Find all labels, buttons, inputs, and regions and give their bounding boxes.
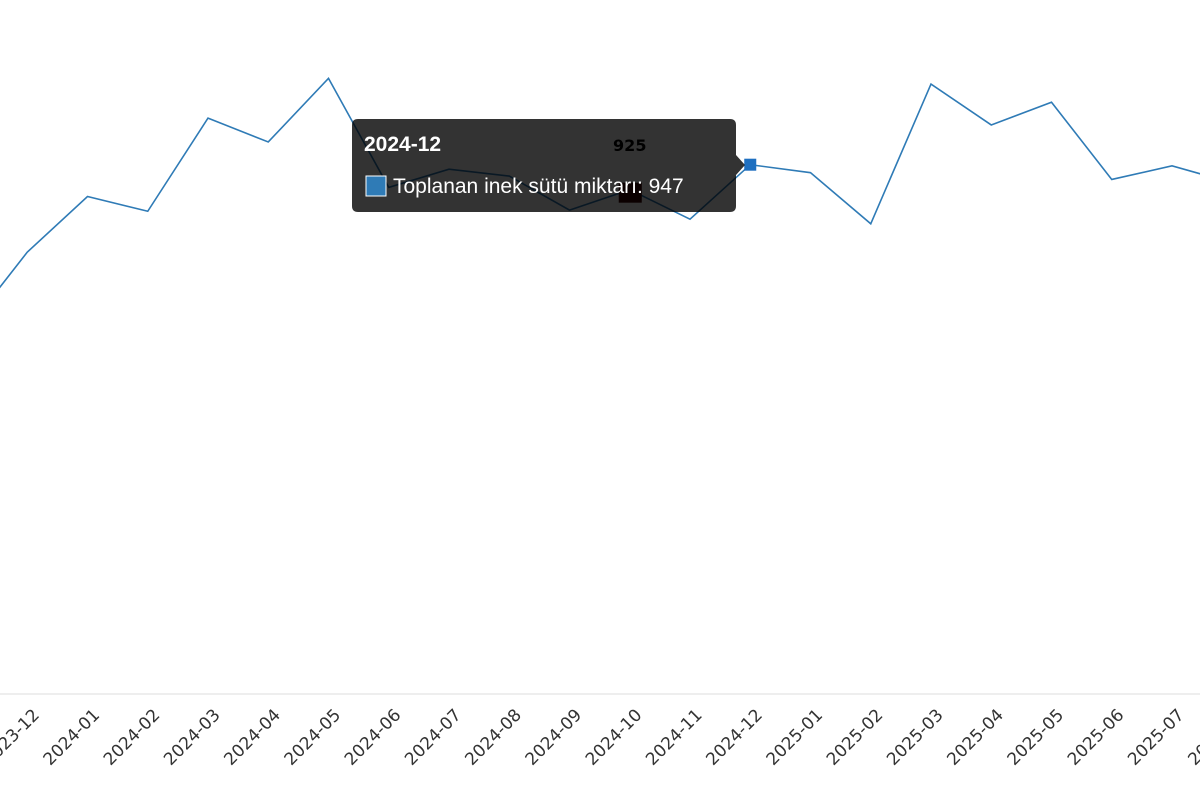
- x-tick-label: 2025-06: [1064, 705, 1128, 769]
- hover-point: [744, 158, 757, 171]
- x-tick-label: 2023-12: [0, 705, 44, 769]
- tooltip-title: 2024-12: [364, 133, 441, 156]
- x-tick-label: 2025-08: [1184, 705, 1200, 769]
- x-tick-label: 2025-05: [1004, 705, 1068, 769]
- x-tick-label: 2024-12: [702, 705, 766, 769]
- x-tick-label: 2024-05: [281, 705, 345, 769]
- x-tick-label: 2024-09: [522, 705, 586, 769]
- x-tick-label: 2024-07: [401, 705, 465, 769]
- x-tick-label: 2025-04: [943, 705, 1007, 769]
- x-tick-label: 2025-02: [823, 705, 887, 769]
- x-tick-label: 2025-03: [883, 705, 947, 769]
- x-tick-label: 2024-01: [40, 705, 104, 769]
- tooltip-box: [352, 119, 745, 212]
- x-tick-label: 2024-11: [642, 705, 706, 769]
- x-tick-label: 2025-01: [763, 705, 827, 769]
- x-tick-label: 2024-10: [582, 705, 646, 769]
- x-tick-label: 2024-03: [160, 705, 224, 769]
- x-tick-label: 2024-08: [461, 705, 525, 769]
- tooltip: 2024-12 Toplanan inek sütü miktarı: 947: [352, 119, 745, 212]
- tooltip-text: Toplanan inek sütü miktarı: 947: [393, 175, 684, 198]
- x-tick-label: 2024-02: [100, 705, 164, 769]
- x-tick-label: 2025-07: [1124, 705, 1188, 769]
- x-tick-label: 2024-06: [341, 705, 405, 769]
- x-tick-label: 2024-04: [220, 705, 284, 769]
- tooltip-swatch: [365, 175, 387, 197]
